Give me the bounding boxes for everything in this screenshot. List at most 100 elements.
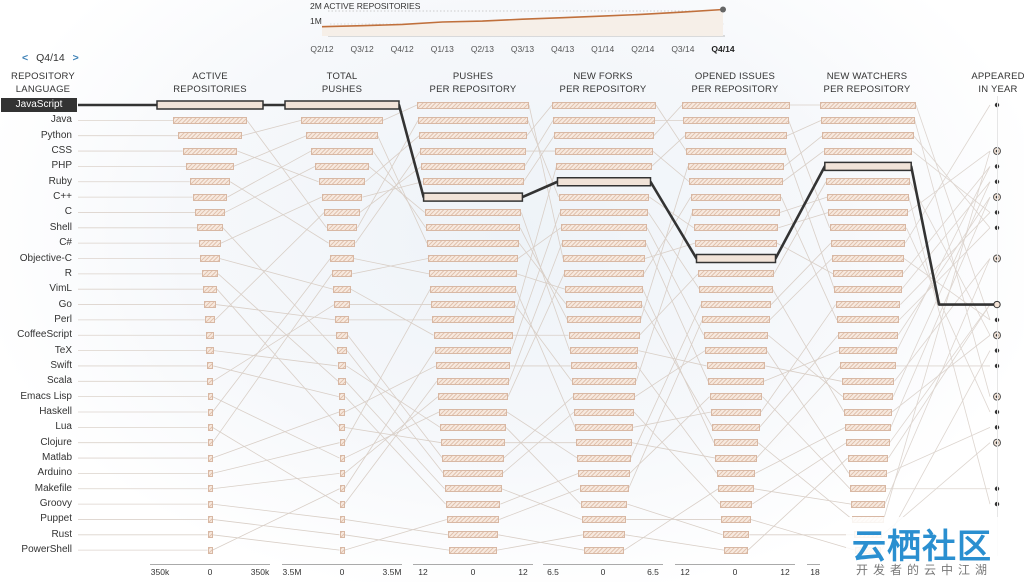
metric-bar[interactable]: [207, 531, 213, 539]
metric-bar[interactable]: [435, 362, 511, 370]
metric-bar[interactable]: [582, 531, 626, 539]
metric-bar[interactable]: [721, 515, 751, 523]
metric-bar[interactable]: [722, 531, 750, 539]
metric-bar[interactable]: [186, 162, 234, 170]
metric-bar[interactable]: [326, 224, 358, 232]
language-label[interactable]: Clojure: [40, 436, 72, 448]
metric-bar[interactable]: [572, 393, 636, 401]
metric-bar[interactable]: [200, 255, 220, 262]
metric-bar[interactable]: [178, 132, 242, 140]
metric-bar[interactable]: [321, 193, 363, 201]
highlight-bar[interactable]: [156, 100, 264, 110]
column-header-language[interactable]: REPOSITORY LANGUAGE: [0, 70, 103, 96]
language-label[interactable]: Ruby: [48, 175, 72, 187]
metric-bar[interactable]: [206, 362, 214, 370]
quarter-tick[interactable]: Q3/13: [510, 44, 535, 54]
language-label[interactable]: PowerShell: [21, 544, 72, 556]
metric-bar[interactable]: [839, 347, 897, 355]
metric-bar[interactable]: [563, 255, 645, 262]
quarter-tick[interactable]: Q4/12: [390, 44, 414, 54]
metric-bar[interactable]: [684, 132, 788, 140]
metric-bar[interactable]: [552, 101, 656, 109]
metric-bar[interactable]: [437, 393, 509, 401]
quarter-tick[interactable]: Q2/12: [310, 44, 334, 54]
column-header-appeared-in-year[interactable]: APPEARED IN YEAR: [948, 70, 1024, 96]
language-label[interactable]: Perl: [54, 313, 72, 325]
metric-bar[interactable]: [556, 162, 652, 170]
metric-bar[interactable]: [339, 531, 345, 539]
metric-bar[interactable]: [566, 301, 642, 309]
column-header-active-repositories[interactable]: ACTIVE REPOSITORIES: [150, 70, 270, 96]
metric-bar[interactable]: [577, 454, 631, 462]
metric-bar[interactable]: [339, 500, 345, 508]
metric-bar[interactable]: [713, 439, 759, 447]
metric-bar[interactable]: [195, 208, 225, 216]
metric-bar[interactable]: [692, 208, 780, 216]
metric-bar[interactable]: [823, 147, 913, 155]
metric-bar[interactable]: [336, 347, 348, 355]
language-label[interactable]: C#: [59, 237, 72, 249]
metric-bar[interactable]: [570, 362, 638, 370]
language-label[interactable]: CoffeeScript: [17, 329, 72, 341]
highlight-year-dot[interactable]: [993, 300, 1001, 309]
metric-bar[interactable]: [703, 331, 769, 339]
metric-bar[interactable]: [339, 454, 345, 462]
metric-bar[interactable]: [426, 239, 520, 247]
metric-bar[interactable]: [207, 546, 213, 554]
metric-bar[interactable]: [339, 439, 345, 447]
next-quarter-arrow[interactable]: >: [72, 52, 79, 64]
metric-bar[interactable]: [820, 101, 916, 109]
metric-bar[interactable]: [822, 132, 914, 140]
metric-bar[interactable]: [198, 239, 222, 247]
metric-bar[interactable]: [197, 224, 223, 232]
metric-bar[interactable]: [574, 408, 634, 416]
metric-bar[interactable]: [841, 377, 895, 385]
metric-bar[interactable]: [708, 377, 764, 385]
highlight-bar[interactable]: [556, 177, 652, 187]
metric-bar[interactable]: [560, 224, 648, 232]
metric-bar[interactable]: [439, 408, 507, 416]
metric-bar[interactable]: [339, 469, 345, 477]
metric-bar[interactable]: [443, 469, 503, 477]
metric-bar[interactable]: [851, 500, 885, 508]
metric-bar[interactable]: [578, 469, 630, 477]
metric-bar[interactable]: [700, 301, 772, 309]
metric-bar[interactable]: [442, 454, 504, 462]
metric-bar[interactable]: [711, 408, 761, 416]
metric-bar[interactable]: [447, 531, 499, 539]
language-label[interactable]: TeX: [54, 344, 72, 356]
metric-bar[interactable]: [846, 439, 890, 447]
column-header-total-pushes[interactable]: TOTAL PUSHES: [282, 70, 402, 96]
metric-bar[interactable]: [687, 162, 785, 170]
metric-bar[interactable]: [838, 331, 898, 339]
metric-bar[interactable]: [425, 224, 521, 232]
metric-bar[interactable]: [445, 500, 501, 508]
metric-bar[interactable]: [336, 331, 348, 339]
metric-bar[interactable]: [848, 469, 888, 477]
metric-bar[interactable]: [207, 485, 213, 493]
metric-bar[interactable]: [207, 515, 213, 523]
metric-bar[interactable]: [207, 500, 213, 508]
metric-bar[interactable]: [334, 301, 350, 309]
metric-bar[interactable]: [422, 178, 524, 186]
metric-bar[interactable]: [830, 239, 906, 247]
metric-bar[interactable]: [189, 178, 231, 186]
quarter-tick[interactable]: Q3/14: [671, 44, 695, 54]
metric-bar[interactable]: [330, 255, 354, 262]
metric-bar[interactable]: [420, 147, 526, 155]
column-header-opened-issues[interactable]: OPENED ISSUES PER REPOSITORY: [675, 70, 795, 96]
metric-bar[interactable]: [192, 193, 228, 201]
metric-bar[interactable]: [421, 162, 525, 170]
highlight-bar[interactable]: [695, 253, 777, 264]
metric-bar[interactable]: [419, 132, 527, 140]
metric-bar[interactable]: [699, 285, 773, 293]
metric-bar[interactable]: [719, 500, 753, 508]
metric-bar[interactable]: [826, 178, 910, 186]
metric-bar[interactable]: [686, 147, 786, 155]
highlight-bar[interactable]: [824, 161, 912, 172]
language-label[interactable]: Makefile: [34, 482, 72, 494]
metric-bar[interactable]: [579, 485, 629, 493]
quarter-tick[interactable]: Q1/14: [591, 44, 615, 54]
metric-bar[interactable]: [693, 224, 779, 232]
metric-bar[interactable]: [207, 454, 213, 462]
